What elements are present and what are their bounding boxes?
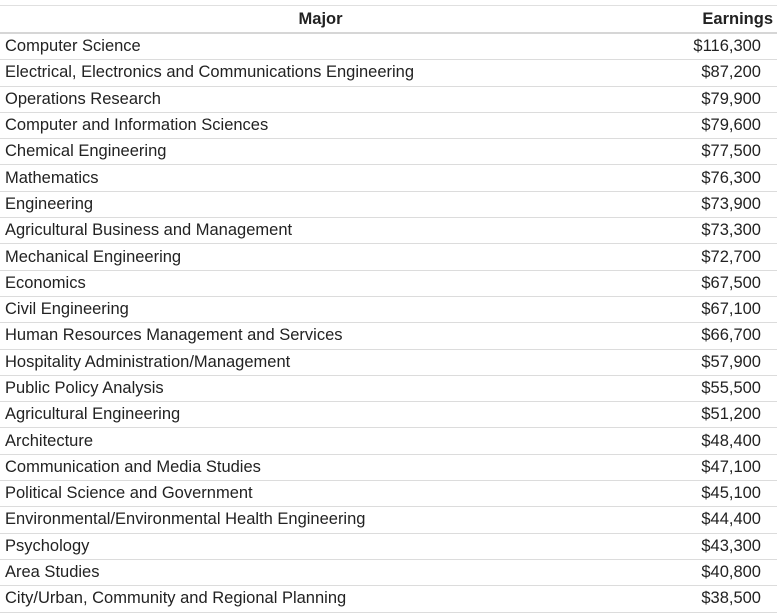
- major-cell: Communication and Media Studies: [0, 454, 642, 482]
- table-row: Electrical, Electronics and Communicatio…: [0, 59, 777, 87]
- table-row: Agricultural Business and Management $73,…: [0, 217, 777, 245]
- major-cell: Civil Engineering: [0, 296, 642, 324]
- table-row: Mechanical Engineering $72,700: [0, 243, 777, 271]
- major-cell: City/Urban, Community and Regional Plann…: [0, 585, 642, 613]
- table-row: Economics $67,500: [0, 270, 777, 297]
- major-cell: Environmental/Environmental Health Engin…: [0, 506, 642, 534]
- earnings-cell: $79,900: [641, 86, 777, 113]
- earnings-cell: $73,900: [641, 191, 777, 219]
- major-cell: Public Policy Analysis: [0, 375, 642, 403]
- table-row: Civil Engineering $67,100: [0, 296, 777, 324]
- table-row: City/Urban, Community and Regional Plann…: [0, 585, 777, 613]
- table-row: Psychology $43,300: [0, 533, 777, 560]
- major-cell: Economics: [0, 270, 642, 297]
- table-row: Political Science and Government $45,100: [0, 480, 777, 508]
- column-header-earnings: Earnings: [641, 5, 777, 34]
- earnings-cell: $79,600: [641, 112, 777, 140]
- major-cell: Agricultural Business and Management: [0, 217, 642, 245]
- earnings-cell: $40,800: [641, 559, 777, 587]
- major-cell: Psychology: [0, 533, 642, 560]
- earnings-cell: $38,500: [641, 585, 777, 613]
- earnings-cell: $44,400: [641, 506, 777, 534]
- table-row: Operations Research $79,900: [0, 86, 777, 113]
- column-header-major: Major: [0, 5, 642, 34]
- major-cell: Hospitality Administration/Management: [0, 349, 642, 376]
- table-row: Hospitality Administration/Management $57…: [0, 349, 777, 376]
- major-cell: Political Science and Government: [0, 480, 642, 508]
- earnings-cell: $116,300: [641, 33, 777, 61]
- major-cell: Computer and Information Sciences: [0, 112, 642, 140]
- earnings-cell: $43,300: [641, 533, 777, 560]
- major-cell: Operations Research: [0, 86, 642, 113]
- earnings-cell: $45,100: [641, 480, 777, 508]
- major-cell: Agricultural Engineering: [0, 401, 642, 429]
- earnings-cell: $73,300: [641, 217, 777, 245]
- major-cell: Mathematics: [0, 164, 642, 192]
- table-row: Computer Science $116,300: [0, 33, 777, 61]
- major-cell: Engineering: [0, 191, 642, 219]
- earnings-cell: $76,300: [641, 164, 777, 192]
- earnings-cell: $47,100: [641, 454, 777, 482]
- table-row: Computer and Information Sciences $79,600: [0, 112, 777, 140]
- table-row: Environmental/Environmental Health Engin…: [0, 506, 777, 534]
- earnings-cell: $87,200: [641, 59, 777, 87]
- major-cell: Architecture: [0, 427, 642, 455]
- earnings-cell: $67,100: [641, 296, 777, 324]
- earnings-cell: $57,900: [641, 349, 777, 376]
- major-cell: Computer Science: [0, 33, 642, 61]
- major-cell: Electrical, Electronics and Communicatio…: [0, 59, 642, 87]
- table-row: Agricultural Engineering $51,200: [0, 401, 777, 429]
- table-row: Architecture $48,400: [0, 427, 777, 455]
- earnings-cell: $55,500: [641, 375, 777, 403]
- major-cell: Chemical Engineering: [0, 138, 642, 166]
- major-cell: Human Resources Management and Services: [0, 322, 642, 350]
- table-row: Mathematics $76,300: [0, 164, 777, 192]
- table-row: Area Studies $40,800: [0, 559, 777, 587]
- table-row: Communication and Media Studies $47,100: [0, 454, 777, 482]
- major-cell: Mechanical Engineering: [0, 243, 642, 271]
- table-row: Engineering $73,900: [0, 191, 777, 219]
- earnings-cell: $67,500: [641, 270, 777, 297]
- earnings-cell: $48,400: [641, 427, 777, 455]
- header-row: Major Earnings: [0, 5, 777, 34]
- earnings-cell: $77,500: [641, 138, 777, 166]
- earnings-cell: $72,700: [641, 243, 777, 271]
- table-row: Public Policy Analysis $55,500: [0, 375, 777, 403]
- earnings-cell: $51,200: [641, 401, 777, 429]
- major-cell: Area Studies: [0, 559, 642, 587]
- table-row: Human Resources Management and Services $…: [0, 322, 777, 350]
- table-row: Chemical Engineering $77,500: [0, 138, 777, 166]
- earnings-cell: $66,700: [641, 322, 777, 350]
- earnings-table: Major Earnings Computer Science $116,300 E…: [0, 5, 777, 613]
